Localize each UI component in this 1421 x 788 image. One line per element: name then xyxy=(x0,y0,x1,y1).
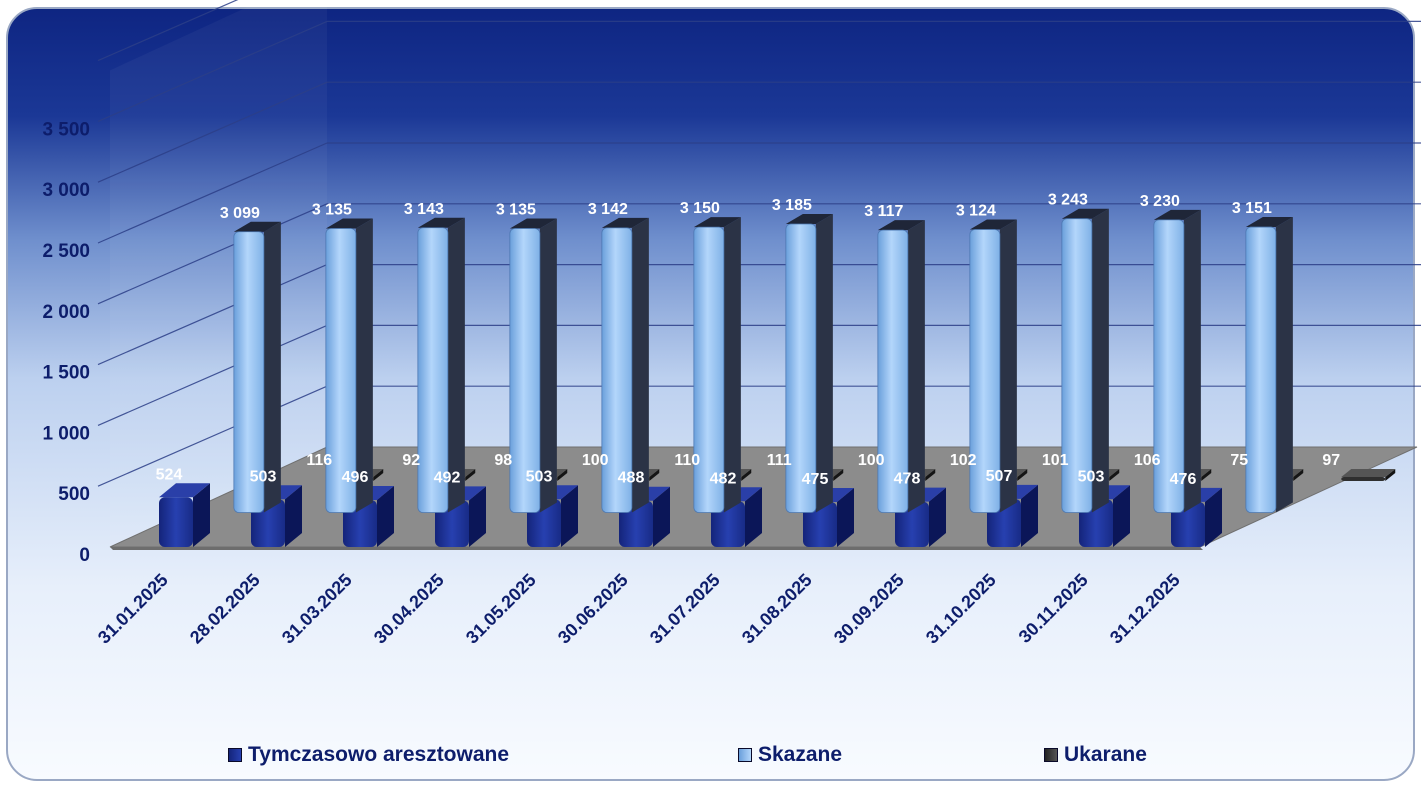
gridline-side xyxy=(97,385,328,487)
bar-skazane xyxy=(969,219,1017,513)
y-tick-label: 3 000 xyxy=(42,180,90,201)
data-label-skazane: 3 150 xyxy=(680,200,720,217)
gridline-side xyxy=(97,142,328,244)
data-label-tymczasowo: 496 xyxy=(342,469,369,486)
data-label-ukarane: 97 xyxy=(1322,452,1340,469)
legend-item-ukarane: Ukarane xyxy=(1044,740,1147,770)
bar-skazane xyxy=(233,221,281,513)
data-label-ukarane: 106 xyxy=(1134,452,1161,469)
bar-skazane xyxy=(877,220,925,513)
y-tick-label: 1 000 xyxy=(42,423,90,444)
bar-tymczasowo xyxy=(159,483,210,547)
data-label-tymczasowo: 503 xyxy=(250,468,277,485)
legend-label-ukarane: Ukarane xyxy=(1064,743,1147,766)
legend-label-tymczasowo: Tymczasowo aresztowane xyxy=(248,743,510,766)
y-tick-label: 500 xyxy=(58,484,90,505)
gridline-side xyxy=(97,203,328,305)
bar-ukarane xyxy=(1341,469,1396,481)
floor-edge xyxy=(110,547,1203,550)
data-label-ukarane: 111 xyxy=(767,452,792,469)
gridline-side xyxy=(97,81,328,183)
data-label-skazane: 3 135 xyxy=(496,201,536,218)
bar-skazane xyxy=(601,217,649,513)
data-label-ukarane: 116 xyxy=(306,452,332,469)
y-tick-label: 1 500 xyxy=(42,363,90,384)
data-label-tymczasowo: 524 xyxy=(156,466,183,483)
y-tick-label: 2 500 xyxy=(42,241,90,262)
data-labels: 116 92 98 100 110 111 100 102 101 106 75 97 524 503 49… xyxy=(156,192,1341,488)
legend-label-skazane: Skazane xyxy=(758,743,843,766)
series-skazane-bars xyxy=(233,208,1293,513)
data-label-ukarane: 101 xyxy=(1042,452,1069,469)
data-label-ukarane: 100 xyxy=(858,452,885,469)
data-label-tymczasowo: 482 xyxy=(710,470,737,487)
data-label-tymczasowo: 492 xyxy=(434,469,461,486)
gridline-side xyxy=(97,264,328,366)
data-label-skazane: 3 124 xyxy=(956,202,996,219)
data-label-ukarane: 110 xyxy=(674,452,700,469)
data-label-tymczasowo: 507 xyxy=(986,468,1013,485)
data-label-tymczasowo: 476 xyxy=(1170,471,1197,488)
data-label-skazane: 3 185 xyxy=(772,197,812,214)
data-label-ukarane: 92 xyxy=(402,452,420,469)
data-label-skazane: 3 135 xyxy=(312,201,352,218)
data-label-tymczasowo: 475 xyxy=(802,471,829,488)
data-label-skazane: 3 099 xyxy=(220,205,260,222)
data-label-tymczasowo: 503 xyxy=(1078,468,1105,485)
bar-skazane xyxy=(509,218,557,513)
data-label-skazane: 3 151 xyxy=(1232,200,1272,217)
gridline-side xyxy=(97,0,239,62)
bar-skazane xyxy=(1245,217,1293,513)
bar-skazane xyxy=(417,217,465,513)
data-label-ukarane: 75 xyxy=(1230,452,1248,469)
y-axis-ticks: 0 500 1 000 1 500 2 000 2 500 3 000 3 500 xyxy=(42,119,90,566)
bar-skazane xyxy=(1061,208,1109,513)
bar-skazane xyxy=(1153,209,1201,513)
data-label-tymczasowo: 488 xyxy=(618,470,645,487)
legend-item-tymczasowo: Tymczasowo aresztowane xyxy=(228,740,509,770)
y-tick-label: 0 xyxy=(79,545,90,566)
data-label-ukarane: 100 xyxy=(582,452,609,469)
gridlines xyxy=(97,0,1421,487)
bar-skazane xyxy=(693,217,741,513)
bar-skazane xyxy=(785,213,833,513)
gridline-side xyxy=(97,20,328,122)
y-tick-label: 2 000 xyxy=(42,302,90,323)
gridline-side xyxy=(97,324,328,426)
data-label-skazane: 3 243 xyxy=(1048,192,1088,209)
legend-swatch-ukarane xyxy=(1044,748,1058,762)
legend-item-skazane: Skazane xyxy=(738,740,842,770)
data-label-skazane: 3 142 xyxy=(588,201,628,218)
data-label-skazane: 3 143 xyxy=(404,201,444,218)
data-label-tymczasowo: 478 xyxy=(894,471,921,488)
data-label-ukarane: 98 xyxy=(494,452,512,469)
data-label-ukarane: 102 xyxy=(950,452,977,469)
bar-skazane xyxy=(325,218,373,513)
legend-swatch-skazane xyxy=(738,748,752,762)
legend-swatch-tymczasowo xyxy=(228,748,242,762)
data-label-skazane: 3 117 xyxy=(864,203,903,220)
legend: Tymczasowo aresztowane Skazane Ukarane xyxy=(0,740,1421,770)
y-tick-label: 3 500 xyxy=(42,119,90,140)
data-label-skazane: 3 230 xyxy=(1140,193,1180,210)
data-label-tymczasowo: 503 xyxy=(526,468,553,485)
